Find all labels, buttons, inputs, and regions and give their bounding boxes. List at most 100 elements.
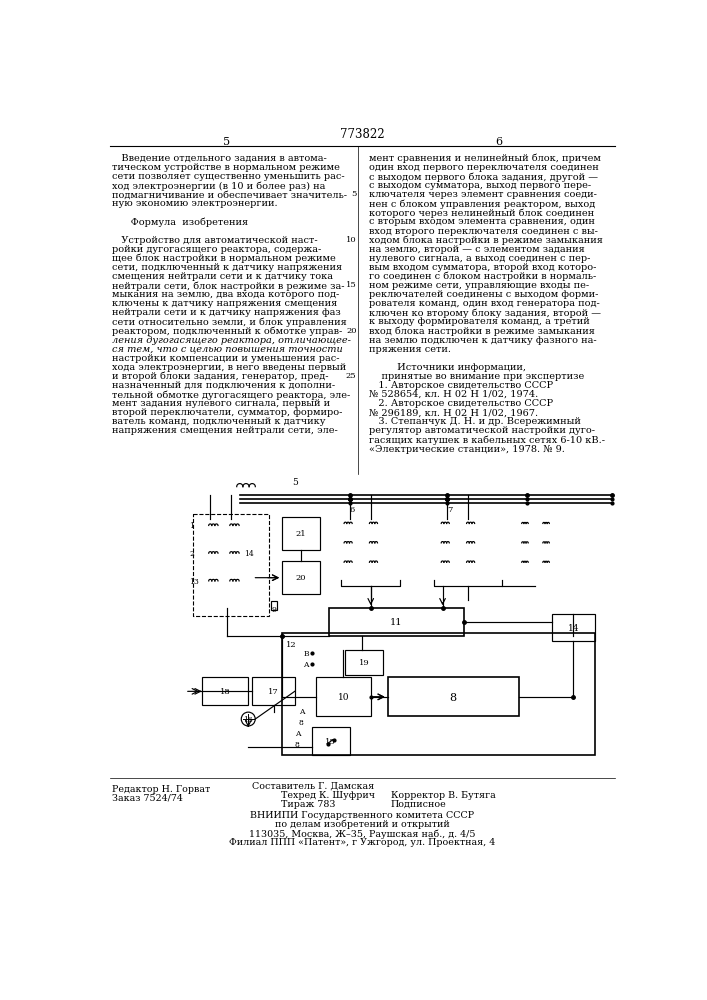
Text: мент сравнения и нелинейный блок, причем: мент сравнения и нелинейный блок, причем <box>369 154 601 163</box>
Text: Тираж 783: Тираж 783 <box>281 800 335 809</box>
Text: B: B <box>303 650 309 658</box>
Text: 1: 1 <box>189 522 194 530</box>
Text: сети относительно земли, и блок управления: сети относительно земли, и блок управлен… <box>112 317 346 327</box>
Text: 15: 15 <box>325 738 336 746</box>
Text: 113035, Москва, Ж–35, Раушская наб., д. 4/5: 113035, Москва, Ж–35, Раушская наб., д. … <box>249 829 475 839</box>
Text: 9: 9 <box>271 606 276 614</box>
Text: № 528654, кл. Н 02 Н 1/02, 1974.: № 528654, кл. Н 02 Н 1/02, 1974. <box>369 390 538 399</box>
Bar <box>387 677 518 716</box>
Bar <box>252 677 295 705</box>
Bar <box>282 633 595 755</box>
Text: Корректор В. Бутяга: Корректор В. Бутяга <box>391 791 496 800</box>
Bar <box>346 650 383 675</box>
Text: нулевого сигнала, а выход соединен с пер-: нулевого сигнала, а выход соединен с пер… <box>369 254 590 263</box>
Text: 20: 20 <box>346 327 356 335</box>
Text: нен с блоком управления реактором, выход: нен с блоком управления реактором, выход <box>369 199 595 209</box>
Text: реактором, подключенный к обмотке управ-: реактором, подключенный к обмотке управ- <box>112 327 342 336</box>
Bar <box>282 517 320 550</box>
Text: назначенный для подключения к дополни-: назначенный для подключения к дополни- <box>112 381 334 390</box>
Text: которого через нелинейный блок соединен: которого через нелинейный блок соединен <box>369 208 594 218</box>
Text: мент задания нулевого сигнала, первый и: мент задания нулевого сигнала, первый и <box>112 399 329 408</box>
Text: 5: 5 <box>292 478 298 487</box>
Text: ключателя через элемент сравнения соеди-: ключателя через элемент сравнения соеди- <box>369 190 597 199</box>
Text: 25: 25 <box>346 372 356 380</box>
Text: сети, подключенный к датчику напряжения: сети, подключенный к датчику напряжения <box>112 263 341 272</box>
Bar <box>193 514 269 616</box>
Text: по делам изобретений и открытий: по делам изобретений и открытий <box>274 820 450 829</box>
Text: 8: 8 <box>299 719 304 727</box>
Bar <box>329 608 464 636</box>
Text: Заказ 7524/74: Заказ 7524/74 <box>112 794 182 803</box>
Text: гасящих катушек в кабельных сетях 6-10 кВ.-: гасящих катушек в кабельных сетях 6-10 к… <box>369 436 605 445</box>
Text: ход электроэнергии (в 10 и более раз) на: ход электроэнергии (в 10 и более раз) на <box>112 181 325 191</box>
Text: 20: 20 <box>296 574 306 582</box>
Text: 10: 10 <box>346 236 356 244</box>
Text: вход второго переключателя соединен с вы-: вход второго переключателя соединен с вы… <box>369 227 598 236</box>
Text: настройки компенсации и уменьшения рас-: настройки компенсации и уменьшения рас- <box>112 354 339 363</box>
Text: с выходом сумматора, выход первого пере-: с выходом сумматора, выход первого пере- <box>369 181 591 190</box>
Text: напряжения смещения нейтрали сети, эле-: напряжения смещения нейтрали сети, эле- <box>112 426 337 435</box>
Text: тельной обмотке дугогасящего реактора, эле-: тельной обмотке дугогасящего реактора, э… <box>112 390 350 400</box>
Text: мыкания на землю, два входа которого под-: мыкания на землю, два входа которого под… <box>112 290 339 299</box>
Text: 2: 2 <box>189 550 194 558</box>
Text: 5: 5 <box>351 190 356 198</box>
Text: № 296189, кл. Н 02 Н 1/02, 1967.: № 296189, кл. Н 02 Н 1/02, 1967. <box>369 408 538 417</box>
Text: хода электроэнергии, в него введены первый: хода электроэнергии, в него введены перв… <box>112 363 346 372</box>
Text: 12: 12 <box>286 641 297 649</box>
Bar <box>271 601 276 610</box>
Text: 773822: 773822 <box>339 128 385 141</box>
Text: один вход первого переключателя соединен: один вход первого переключателя соединен <box>369 163 599 172</box>
Text: щее блок настройки в нормальном режиме: щее блок настройки в нормальном режиме <box>112 254 335 263</box>
Text: ройки дугогасящего реактора, содержа-: ройки дугогасящего реактора, содержа- <box>112 245 321 254</box>
Text: 14: 14 <box>568 624 579 633</box>
Text: Редактор Н. Горват: Редактор Н. Горват <box>112 785 210 794</box>
Text: 2. Авторское свидетельство СССР: 2. Авторское свидетельство СССР <box>369 399 553 408</box>
Text: 21: 21 <box>296 530 306 538</box>
Text: 6: 6 <box>496 137 503 147</box>
Text: «Электрические станции», 1978. № 9.: «Электрические станции», 1978. № 9. <box>369 445 565 454</box>
Text: сети позволяет существенно уменьшить рас-: сети позволяет существенно уменьшить рас… <box>112 172 344 181</box>
Text: Составитель Г. Дамская: Составитель Г. Дамская <box>252 781 374 790</box>
Text: на землю подключен к датчику фазного на-: на землю подключен к датчику фазного на- <box>369 336 597 345</box>
Text: 6: 6 <box>350 506 355 514</box>
Text: ся тем, что с целью повышения точности: ся тем, что с целью повышения точности <box>112 345 342 354</box>
Text: Введение отдельного задания в автома-: Введение отдельного задания в автома- <box>112 154 327 163</box>
Text: подмагничивание и обеспечивает значитель-: подмагничивание и обеспечивает значитель… <box>112 190 346 199</box>
Text: ключены к датчику напряжения смещения: ключены к датчику напряжения смещения <box>112 299 337 308</box>
Text: Формула  изобретения: Формула изобретения <box>112 217 247 227</box>
Text: 19: 19 <box>359 659 370 667</box>
Text: с выходом первого блока задания, другой —: с выходом первого блока задания, другой … <box>369 172 598 182</box>
Text: на землю, второй — с элементом задания: на землю, второй — с элементом задания <box>369 245 585 254</box>
Text: A: A <box>299 708 305 716</box>
Text: A: A <box>303 661 309 669</box>
Text: 15: 15 <box>346 281 356 289</box>
Text: A: A <box>295 730 300 738</box>
Text: ватель команд, подключенный к датчику: ватель команд, подключенный к датчику <box>112 417 325 426</box>
Bar <box>312 727 350 755</box>
Text: Филиал ППП «Патент», г Ужгород, ул. Проектная, 4: Филиал ППП «Патент», г Ужгород, ул. Прое… <box>229 838 495 847</box>
Text: 16: 16 <box>243 716 253 724</box>
Text: тическом устройстве в нормальном режиме: тическом устройстве в нормальном режиме <box>112 163 339 172</box>
Text: второй переключатели, сумматор, формиро-: второй переключатели, сумматор, формиро- <box>112 408 342 417</box>
Bar <box>201 677 248 705</box>
Text: Техред К. Шуфрич: Техред К. Шуфрич <box>281 791 375 800</box>
Text: с вторым входом элемента сравнения, один: с вторым входом элемента сравнения, один <box>369 217 595 226</box>
Text: 7: 7 <box>447 506 452 514</box>
Bar <box>316 677 370 716</box>
Text: 18: 18 <box>220 688 230 696</box>
Text: принятые во внимание при экспертизе: принятые во внимание при экспертизе <box>369 372 584 381</box>
Text: ВНИИПИ Государственного комитета СССР: ВНИИПИ Государственного комитета СССР <box>250 811 474 820</box>
Text: нейтрали сети, блок настройки в режиме за-: нейтрали сети, блок настройки в режиме з… <box>112 281 344 291</box>
Text: вход блока настройки в режиме замыкания: вход блока настройки в режиме замыкания <box>369 327 595 336</box>
Text: 8: 8 <box>295 741 300 749</box>
Text: ключен ко второму блоку задания, второй —: ключен ко второму блоку задания, второй … <box>369 308 601 318</box>
Bar <box>282 561 320 594</box>
Text: 10: 10 <box>337 693 349 702</box>
Text: вым входом сумматора, второй вход которо-: вым входом сумматора, второй вход которо… <box>369 263 596 272</box>
Text: 3. Степанчук Д. Н. и др. Всережимный: 3. Степанчук Д. Н. и др. Всережимный <box>369 417 580 426</box>
Text: ления дугогасящего реактора, отличающее-: ления дугогасящего реактора, отличающее- <box>112 336 351 345</box>
Text: 13: 13 <box>189 578 199 586</box>
Text: нейтрали сети и к датчику напряжения фаз: нейтрали сети и к датчику напряжения фаз <box>112 308 340 317</box>
Text: к выходу формирователя команд, а третий: к выходу формирователя команд, а третий <box>369 317 590 326</box>
Text: 14: 14 <box>244 550 254 558</box>
